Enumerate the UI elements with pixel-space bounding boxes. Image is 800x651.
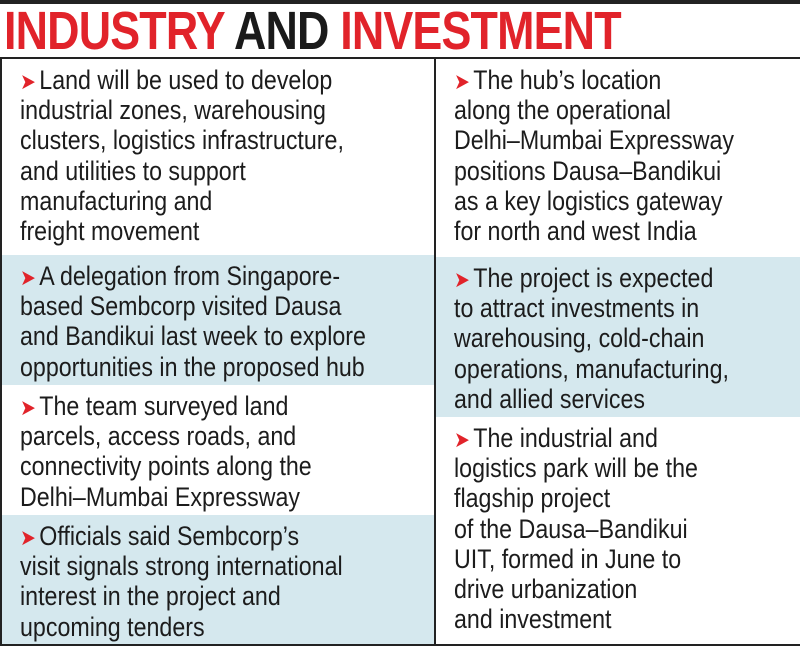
bullet-line: based Sembcorp visited Dausa (20, 291, 376, 321)
bullet-text: and Bandikui last week to explore (20, 321, 366, 352)
bullet-text: UIT, formed in June to (454, 543, 682, 574)
bullet-line: ➤ The team surveyed land (20, 391, 376, 421)
bullet-text: clusters, logistics infrastructure, (20, 125, 344, 156)
bullet-line: ➤ The project is expected (454, 263, 752, 293)
bullet-text: warehousing, cold-chain (454, 323, 705, 354)
title-part-and: AND (233, 1, 329, 61)
bullet-line: operations, manufacturing, (454, 354, 752, 384)
bullet-line: to attract investments in (454, 293, 752, 323)
bullet-line: warehousing, cold-chain (454, 323, 752, 353)
arrow-bullet-icon: ➤ (454, 69, 470, 94)
bullet-table: ➤ Land will be used to develop industrial … (0, 57, 800, 646)
bullet-line: logistics park will be the (454, 453, 752, 483)
title-part-industry: INDUSTRY (4, 1, 225, 61)
bullet-line: opportunities in the proposed hub (20, 352, 376, 382)
bullet-text: along the operational (454, 95, 671, 126)
bullet-text: The project is expected (473, 263, 714, 293)
bullet-line: ➤ The industrial and (454, 423, 752, 453)
bullet-line: Delhi–Mumbai Expressway (454, 125, 752, 155)
left-column: ➤ Land will be used to develop industrial … (0, 59, 434, 644)
bullet-text: interest in the project and (20, 581, 281, 612)
bullet-line: ➤ The hub’s location (454, 65, 752, 95)
bullet-line: positions Dausa–Bandikui (454, 156, 752, 186)
bullet-line: and allied services (454, 384, 752, 414)
bullet-line: drive urbanization (454, 574, 752, 604)
bullet-line: along the operational (454, 95, 752, 125)
bullet-text: The industrial and (473, 423, 658, 453)
bullet-box: ➤ The hub’s location along the operational… (436, 59, 800, 257)
title-part-investment: INVESTMENT (340, 1, 621, 61)
bullet-text: The hub’s location (473, 65, 662, 95)
bullet-text: opportunities in the proposed hub (20, 351, 365, 382)
bullet-text: manufacturing and (20, 185, 213, 216)
bullet-line: interest in the project and (20, 581, 376, 611)
bullet-line: industrial zones, warehousing (20, 95, 376, 125)
bullet-text: and investment (454, 604, 612, 635)
page-title: INDUSTRY AND INVESTMENT (4, 4, 622, 58)
arrow-bullet-icon: ➤ (20, 69, 36, 94)
bullet-text: flagship project (454, 483, 611, 514)
right-column: ➤ The hub’s location along the operational… (434, 59, 800, 644)
arrow-bullet-icon: ➤ (20, 525, 36, 550)
bullet-line: freight movement (20, 216, 376, 246)
bullet-text: visit signals strong international (20, 551, 343, 582)
bullet-box: ➤ Land will be used to develop industrial … (2, 59, 434, 255)
bullet-line: ➤ Land will be used to develop (20, 65, 376, 95)
bullet-text: positions Dausa–Bandikui (454, 155, 722, 186)
bullet-line: upcoming tenders (20, 612, 376, 642)
bullet-text: logistics park will be the (454, 453, 698, 484)
arrow-bullet-icon: ➤ (20, 395, 36, 420)
bullet-text: The team surveyed land (39, 391, 289, 421)
arrow-bullet-icon: ➤ (20, 265, 36, 290)
bullet-text: connectivity points along the (20, 451, 312, 482)
bullet-line: and investment (454, 604, 752, 634)
bullet-box: ➤ The team surveyed land parcels, access r… (2, 385, 434, 515)
bullet-text: industrial zones, warehousing (20, 95, 326, 126)
bullet-line: of the Dausa–Bandikui (454, 514, 752, 544)
bullet-text: to attract investments in (454, 293, 700, 324)
bullet-text: and utilities to support (20, 155, 246, 186)
bullet-text: Land will be used to develop (39, 65, 333, 95)
bullet-line: manufacturing and (20, 186, 376, 216)
bullet-box: ➤ Officials said Sembcorp’s visit signals … (2, 515, 434, 644)
bullet-line: ➤ Officials said Sembcorp’s (20, 521, 376, 551)
bullet-line: flagship project (454, 483, 752, 513)
bullet-text: Delhi–Mumbai Expressway (20, 481, 301, 512)
bullet-line: visit signals strong international (20, 551, 376, 581)
bullet-text: A delegation from Singapore- (39, 261, 341, 291)
bullet-text: for north and west India (454, 215, 697, 246)
bullet-text: freight movement (20, 215, 200, 246)
bullet-line: clusters, logistics infrastructure, (20, 125, 376, 155)
bullet-line: connectivity points along the (20, 451, 376, 481)
bullet-box: ➤ The industrial and logistics park will b… (436, 417, 800, 644)
bullet-line: ➤ A delegation from Singapore- (20, 261, 376, 291)
bullet-box: ➤ The project is expected to attract inves… (436, 257, 800, 417)
bullet-text: upcoming tenders (20, 611, 205, 642)
bullet-line: for north and west India (454, 216, 752, 246)
bullet-text: drive urbanization (454, 573, 638, 604)
arrow-bullet-icon: ➤ (454, 427, 470, 452)
bullet-text: of the Dausa–Bandikui (454, 513, 688, 544)
bullet-text: operations, manufacturing, (454, 353, 729, 384)
arrow-bullet-icon: ➤ (454, 267, 470, 292)
top-rule (0, 0, 800, 4)
bullet-line: Delhi–Mumbai Expressway (20, 482, 376, 512)
bullet-line: as a key logistics gateway (454, 186, 752, 216)
bullet-line: and Bandikui last week to explore (20, 321, 376, 351)
bullet-text: Officials said Sembcorp’s (39, 521, 300, 551)
bullet-text: as a key logistics gateway (454, 185, 723, 216)
bullet-text: parcels, access roads, and (20, 421, 297, 452)
bullet-line: parcels, access roads, and (20, 421, 376, 451)
bullet-text: and allied services (454, 383, 646, 414)
bullet-text: Delhi–Mumbai Expressway (454, 125, 735, 156)
bullet-box: ➤ A delegation from Singapore-based Sembc… (2, 255, 434, 385)
bullet-line: and utilities to support (20, 156, 376, 186)
bullet-text: based Sembcorp visited Dausa (20, 291, 342, 322)
bullet-line: UIT, formed in June to (454, 544, 752, 574)
